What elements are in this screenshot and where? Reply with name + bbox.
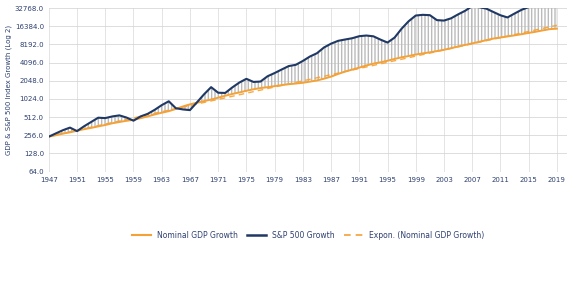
Y-axis label: GDP & S&P 500 Index Growth (Log 2): GDP & S&P 500 Index Growth (Log 2) xyxy=(6,25,12,155)
Legend: Nominal GDP Growth, S&P 500 Growth, Expon. (Nominal GDP Growth): Nominal GDP Growth, S&P 500 Growth, Expo… xyxy=(129,228,488,243)
